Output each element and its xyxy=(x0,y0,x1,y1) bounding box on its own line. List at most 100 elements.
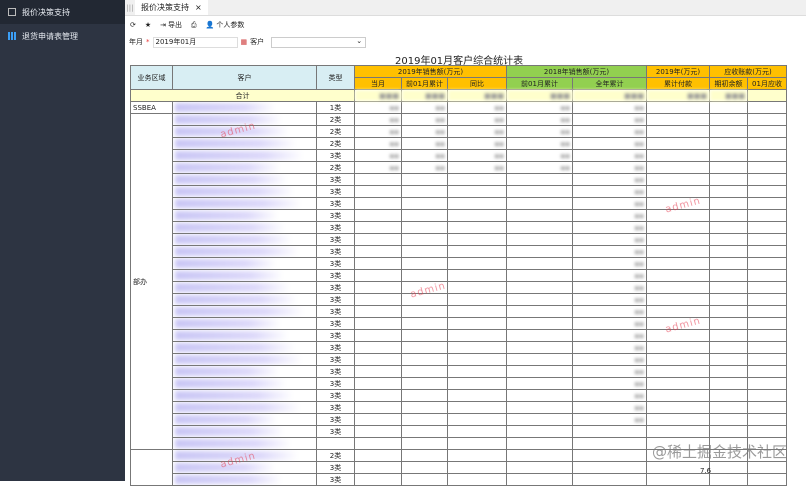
value-cell xyxy=(709,197,748,210)
value-cell xyxy=(447,425,507,438)
value-cell: ▪▪ xyxy=(401,125,448,138)
value-cell: ▪▪ xyxy=(354,125,402,138)
value-cell xyxy=(747,365,787,378)
value-cell xyxy=(401,365,448,378)
value-cell xyxy=(354,197,402,210)
value-cell: ▪▪ xyxy=(572,353,647,366)
subheader: 累计付款 xyxy=(646,77,710,90)
value-cell xyxy=(354,293,402,306)
value-cell xyxy=(447,317,507,330)
value-cell xyxy=(354,413,402,426)
value-cell: ▪▪ xyxy=(572,341,647,354)
value-cell xyxy=(747,377,787,390)
value-cell xyxy=(646,281,710,294)
table-row: 3类 ▪▪ xyxy=(131,209,787,222)
params-button[interactable]: 👤 个人参数 xyxy=(205,21,245,29)
value-cell: ▪▪ xyxy=(354,161,402,174)
value-cell xyxy=(709,269,748,282)
value-cell xyxy=(401,437,448,450)
value-cell xyxy=(506,293,573,306)
type-cell: 3类 xyxy=(316,245,355,258)
user-icon: 👤 xyxy=(205,21,215,29)
value-cell xyxy=(709,353,748,366)
table-row: 3类 ▪▪ xyxy=(131,401,787,414)
value-cell xyxy=(709,233,748,246)
header-customer: 客户 xyxy=(172,65,317,90)
month-input[interactable]: 2019年01月 xyxy=(152,36,238,48)
type-cell: 2类 xyxy=(316,137,355,150)
value-cell xyxy=(354,365,402,378)
tab-quote-decision[interactable]: 报价决策支持 × xyxy=(135,0,208,15)
type-cell: 3类 xyxy=(316,233,355,246)
value-cell xyxy=(646,293,710,306)
table-row: 3类 ▪▪ xyxy=(131,221,787,234)
value-cell xyxy=(447,461,507,474)
value-cell xyxy=(401,449,448,462)
customer-cell xyxy=(172,269,317,282)
value-cell xyxy=(447,245,507,258)
value-cell: ▪▪ xyxy=(447,101,507,114)
calendar-icon[interactable]: ▦ xyxy=(240,38,248,46)
value-cell xyxy=(709,113,748,126)
value-cell xyxy=(354,317,402,330)
value-cell xyxy=(747,173,787,186)
value-cell xyxy=(747,185,787,198)
table-row: 3类 ▪▪ xyxy=(131,233,787,246)
favorite-icon[interactable]: ★ xyxy=(144,21,152,29)
sidebar-item-return-requests[interactable]: 退货申请表管理 xyxy=(0,24,125,48)
table-row: 3类 ▪▪ xyxy=(131,257,787,270)
value-cell xyxy=(506,209,573,222)
value-cell xyxy=(646,137,710,150)
value-cell xyxy=(709,389,748,402)
value-cell xyxy=(447,401,507,414)
table-row: 2类 ▪▪ ▪▪ ▪▪ ▪▪ ▪▪ xyxy=(131,137,787,150)
value-cell xyxy=(401,389,448,402)
table-row: 3类 ▪▪ ▪▪ ▪▪ ▪▪ ▪▪ xyxy=(131,149,787,162)
value-cell: ▪▪ xyxy=(572,149,647,162)
value-cell xyxy=(646,365,710,378)
value-cell: ▪▪ xyxy=(572,173,647,186)
value-cell xyxy=(572,461,647,474)
value-cell xyxy=(709,173,748,186)
refresh-icon[interactable]: ⟳ xyxy=(130,21,136,29)
subheader: 当月 xyxy=(354,77,402,90)
value-cell: ▪▪ xyxy=(572,101,647,114)
value-cell xyxy=(447,293,507,306)
value-cell: ▪▪ xyxy=(506,101,573,114)
value-cell: ▪▪ xyxy=(572,197,647,210)
value-cell xyxy=(447,305,507,318)
customer-select[interactable]: ⌄ xyxy=(271,36,367,48)
sidebar-item-quote-decision[interactable]: 报价决策支持 xyxy=(0,0,125,24)
value-cell xyxy=(401,209,448,222)
value-cell xyxy=(506,185,573,198)
value-cell xyxy=(572,473,647,486)
value-cell xyxy=(447,197,507,210)
header-type: 类型 xyxy=(316,65,355,90)
value-cell xyxy=(506,317,573,330)
value-cell xyxy=(506,389,573,402)
value-cell: ▪▪ xyxy=(506,137,573,150)
tab-grip[interactable]: ||| xyxy=(126,3,134,12)
value-cell: ▪▪ xyxy=(354,149,402,162)
export-button[interactable]: ⇥ 导出 xyxy=(160,21,183,29)
customer-cell xyxy=(172,233,317,246)
value-cell xyxy=(354,173,402,186)
value-cell xyxy=(709,257,748,270)
value-cell xyxy=(447,209,507,222)
customer-cell xyxy=(172,329,317,342)
table-row: 3类 ▪▪ xyxy=(131,329,787,342)
value-cell xyxy=(506,413,573,426)
value-cell xyxy=(506,437,573,450)
table-row: 3类 ▪▪ xyxy=(131,245,787,258)
customer-label: 客户 xyxy=(250,38,265,46)
value-cell xyxy=(747,317,787,330)
print-icon[interactable]: ⎙ xyxy=(191,20,197,29)
value-cell xyxy=(401,269,448,282)
header-sales-2018: 2018年销售额(万元) xyxy=(506,65,647,78)
value-cell: ▪▪ xyxy=(401,137,448,150)
region-cell xyxy=(130,449,173,486)
close-icon[interactable]: × xyxy=(195,2,202,12)
customer-cell xyxy=(172,401,317,414)
type-cell: 3类 xyxy=(316,281,355,294)
type-cell: 3类 xyxy=(316,473,355,486)
